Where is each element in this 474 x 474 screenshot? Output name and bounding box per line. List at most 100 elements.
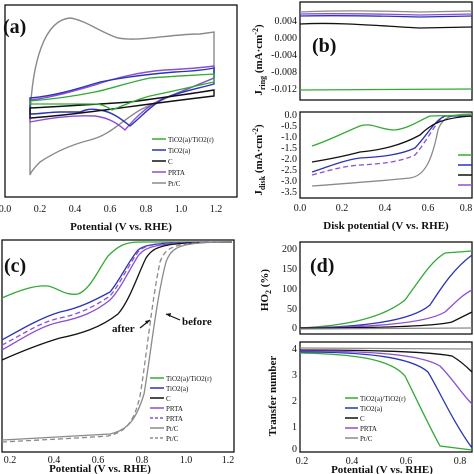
- tick-label: 0.6: [92, 455, 105, 466]
- tick-label: -2.0: [281, 154, 297, 165]
- tick-label: 1.0: [180, 455, 193, 466]
- curve-a-tio2a: [29, 67, 215, 127]
- tick-label: -1.0: [281, 132, 297, 143]
- panel-c-xlabel: Potential (V vs. RHE): [49, 463, 151, 474]
- panel-b-disk-curves: [311, 113, 473, 187]
- tick-label: 1: [292, 422, 297, 433]
- tick-label: -3.0: [281, 176, 297, 187]
- legend-label: PRTA: [360, 425, 377, 433]
- panel-b-xlabel: Disk potential (V vs. RHE): [323, 220, 449, 232]
- curve-c-c: [1, 241, 233, 361]
- curve-d-bottom-tio2a: [299, 351, 473, 449]
- tick-label: 100: [282, 284, 297, 295]
- panel-b-ring-yticks: 0.004 0.000 -0.004 -0.008 -0.012: [271, 16, 297, 95]
- tick-label: -2.5: [281, 165, 297, 176]
- panel-a-frame: [4, 4, 238, 198]
- tick-label: 50: [287, 304, 297, 315]
- legend-label: PRTA: [166, 405, 183, 413]
- panel-d-legend: TiO2(a)/TiO2(r) TiO2(a) C PRTA Pt/C: [345, 395, 406, 443]
- tick-label: 0: [292, 444, 297, 455]
- tick-label: -0.008: [271, 67, 297, 78]
- panel-a-legend: TiO2(a)/TiO2(r) TiO2(a) C PRTA Pt/C: [152, 136, 214, 188]
- panel-b: 0.004 0.000 -0.004 -0.008 -0.012 Jring (…: [251, 1, 473, 232]
- panel-c-xticks: 0.2 0.4 0.6 0.8 1.0 1.2: [4, 455, 235, 466]
- tick-label: 0.6: [104, 204, 117, 215]
- curve-a-tio2a-tio2r: [29, 73, 215, 111]
- panel-a-label: (a): [3, 16, 26, 38]
- tick-label: 0.8: [460, 203, 473, 214]
- tick-label: 4: [292, 344, 297, 355]
- tick-label: 0.000: [275, 33, 298, 44]
- tick-label: -0.012: [271, 84, 297, 95]
- curve-c-ptc-after: [1, 241, 233, 443]
- tick-label: 0.8: [136, 455, 149, 466]
- legend-label: C: [166, 395, 171, 403]
- curve-b-ring-c: [299, 22, 473, 29]
- legend-label: TiO2(a)/TiO2(r): [360, 395, 406, 403]
- legend-label: PRTA: [168, 169, 185, 177]
- legend-label: TiO2(a): [166, 385, 189, 393]
- panel-c-annotations: after before: [112, 313, 212, 335]
- panel-d: (d) 200 150 100 50 0 HO2 (%) TiO2(a): [259, 241, 473, 474]
- tick-label: 1.0: [175, 204, 188, 215]
- tick-label: 0.6: [400, 456, 413, 467]
- tick-label: -3.5: [281, 187, 297, 198]
- curve-d-bottom-ptc: [299, 347, 473, 350]
- curve-b-ring-ptc: [299, 10, 473, 13]
- tick-label: -1.5: [281, 143, 297, 154]
- legend-label: Pt/C: [166, 425, 179, 433]
- tick-label: 0: [292, 323, 297, 334]
- panel-c-legend: TiO2(a)/TiO2(r) TiO2(a) C PRTA PRTA Pt/C…: [150, 375, 212, 443]
- legend-label: Pt/C: [168, 180, 181, 188]
- legend-label: C: [360, 415, 365, 423]
- curve-d-bottom-tio2a-tio2r: [299, 352, 473, 451]
- tick-label: 0.2: [296, 456, 309, 467]
- tick-label: 0.2: [4, 455, 17, 466]
- curve-c-prta-after: [1, 241, 233, 346]
- curve-d-bottom-prta: [299, 350, 473, 405]
- curve-b-disk-tio2a: [311, 115, 472, 173]
- tick-label: 3: [292, 370, 297, 381]
- tick-label: 0.8: [454, 456, 467, 467]
- tick-label: 1.2: [222, 455, 235, 466]
- tick-label: 0.4: [346, 456, 359, 467]
- curve-b-ring-tio2a: [299, 14, 473, 18]
- panel-b-xticks: 0.0 0.2 0.4 0.6 0.8: [294, 203, 473, 214]
- tick-label: 0.4: [48, 455, 61, 466]
- curve-b-disk-ptc: [311, 113, 473, 187]
- tick-label: -0.004: [271, 50, 297, 61]
- curve-b-disk-tio2a-tio2r: [311, 114, 473, 147]
- curve-d-top-ptc: [299, 327, 473, 330]
- panel-b-ring-curves: [299, 10, 473, 91]
- panel-a-xticks: 0.0 0.2 0.4 0.6 0.8 1.0 1.2: [0, 204, 222, 215]
- panel-a-xlabel: Potential (V vs. RHE): [70, 221, 172, 233]
- panel-d-bottom-curves: [299, 347, 473, 451]
- tick-label: 2: [292, 396, 297, 407]
- tick-label: 200: [282, 244, 297, 255]
- tick-label: 0.2: [34, 204, 47, 215]
- panel-a: (a) 0.0 0.2 0.4 0.6 0.8 1.0 1.2 Potentia…: [0, 4, 238, 233]
- panel-d-top-curves: [299, 250, 473, 330]
- annotation-after: after: [112, 323, 135, 335]
- panel-b-ring-frame: [299, 1, 473, 101]
- curve-d-bottom-c: [299, 349, 473, 373]
- legend-label: TiO2(a)/TiO2(r): [168, 136, 214, 144]
- panel-b-disk-legend-swatches: [458, 154, 472, 186]
- panel-d-top-ylabel: HO2 (%): [259, 269, 273, 312]
- legend-label: Pt/C: [360, 435, 373, 443]
- panel-b-label: (b): [312, 35, 336, 57]
- curve-b-disk-prta: [311, 115, 472, 176]
- panel-b-disk-ylabel: Jdisk (mA·cm-2): [251, 124, 267, 196]
- panel-d-bottom-ylabel: Transfer number: [267, 356, 279, 437]
- tick-label: 0.0: [0, 204, 11, 215]
- panel-d-label: (d): [310, 255, 334, 277]
- curve-d-top-prta: [299, 289, 473, 329]
- panel-d-xticks: 0.2 0.4 0.6 0.8: [296, 456, 467, 467]
- curve-c-ptc: [1, 241, 233, 441]
- tick-label: 0.4: [69, 204, 82, 215]
- panel-d-bottom-yticks: 4 3 2 1 0: [292, 344, 297, 455]
- panel-d-top-frame: [299, 241, 473, 335]
- curve-b-ring-tio2a-tio2r: [299, 88, 473, 91]
- legend-label: TiO2(a)/TiO2(r): [166, 375, 212, 383]
